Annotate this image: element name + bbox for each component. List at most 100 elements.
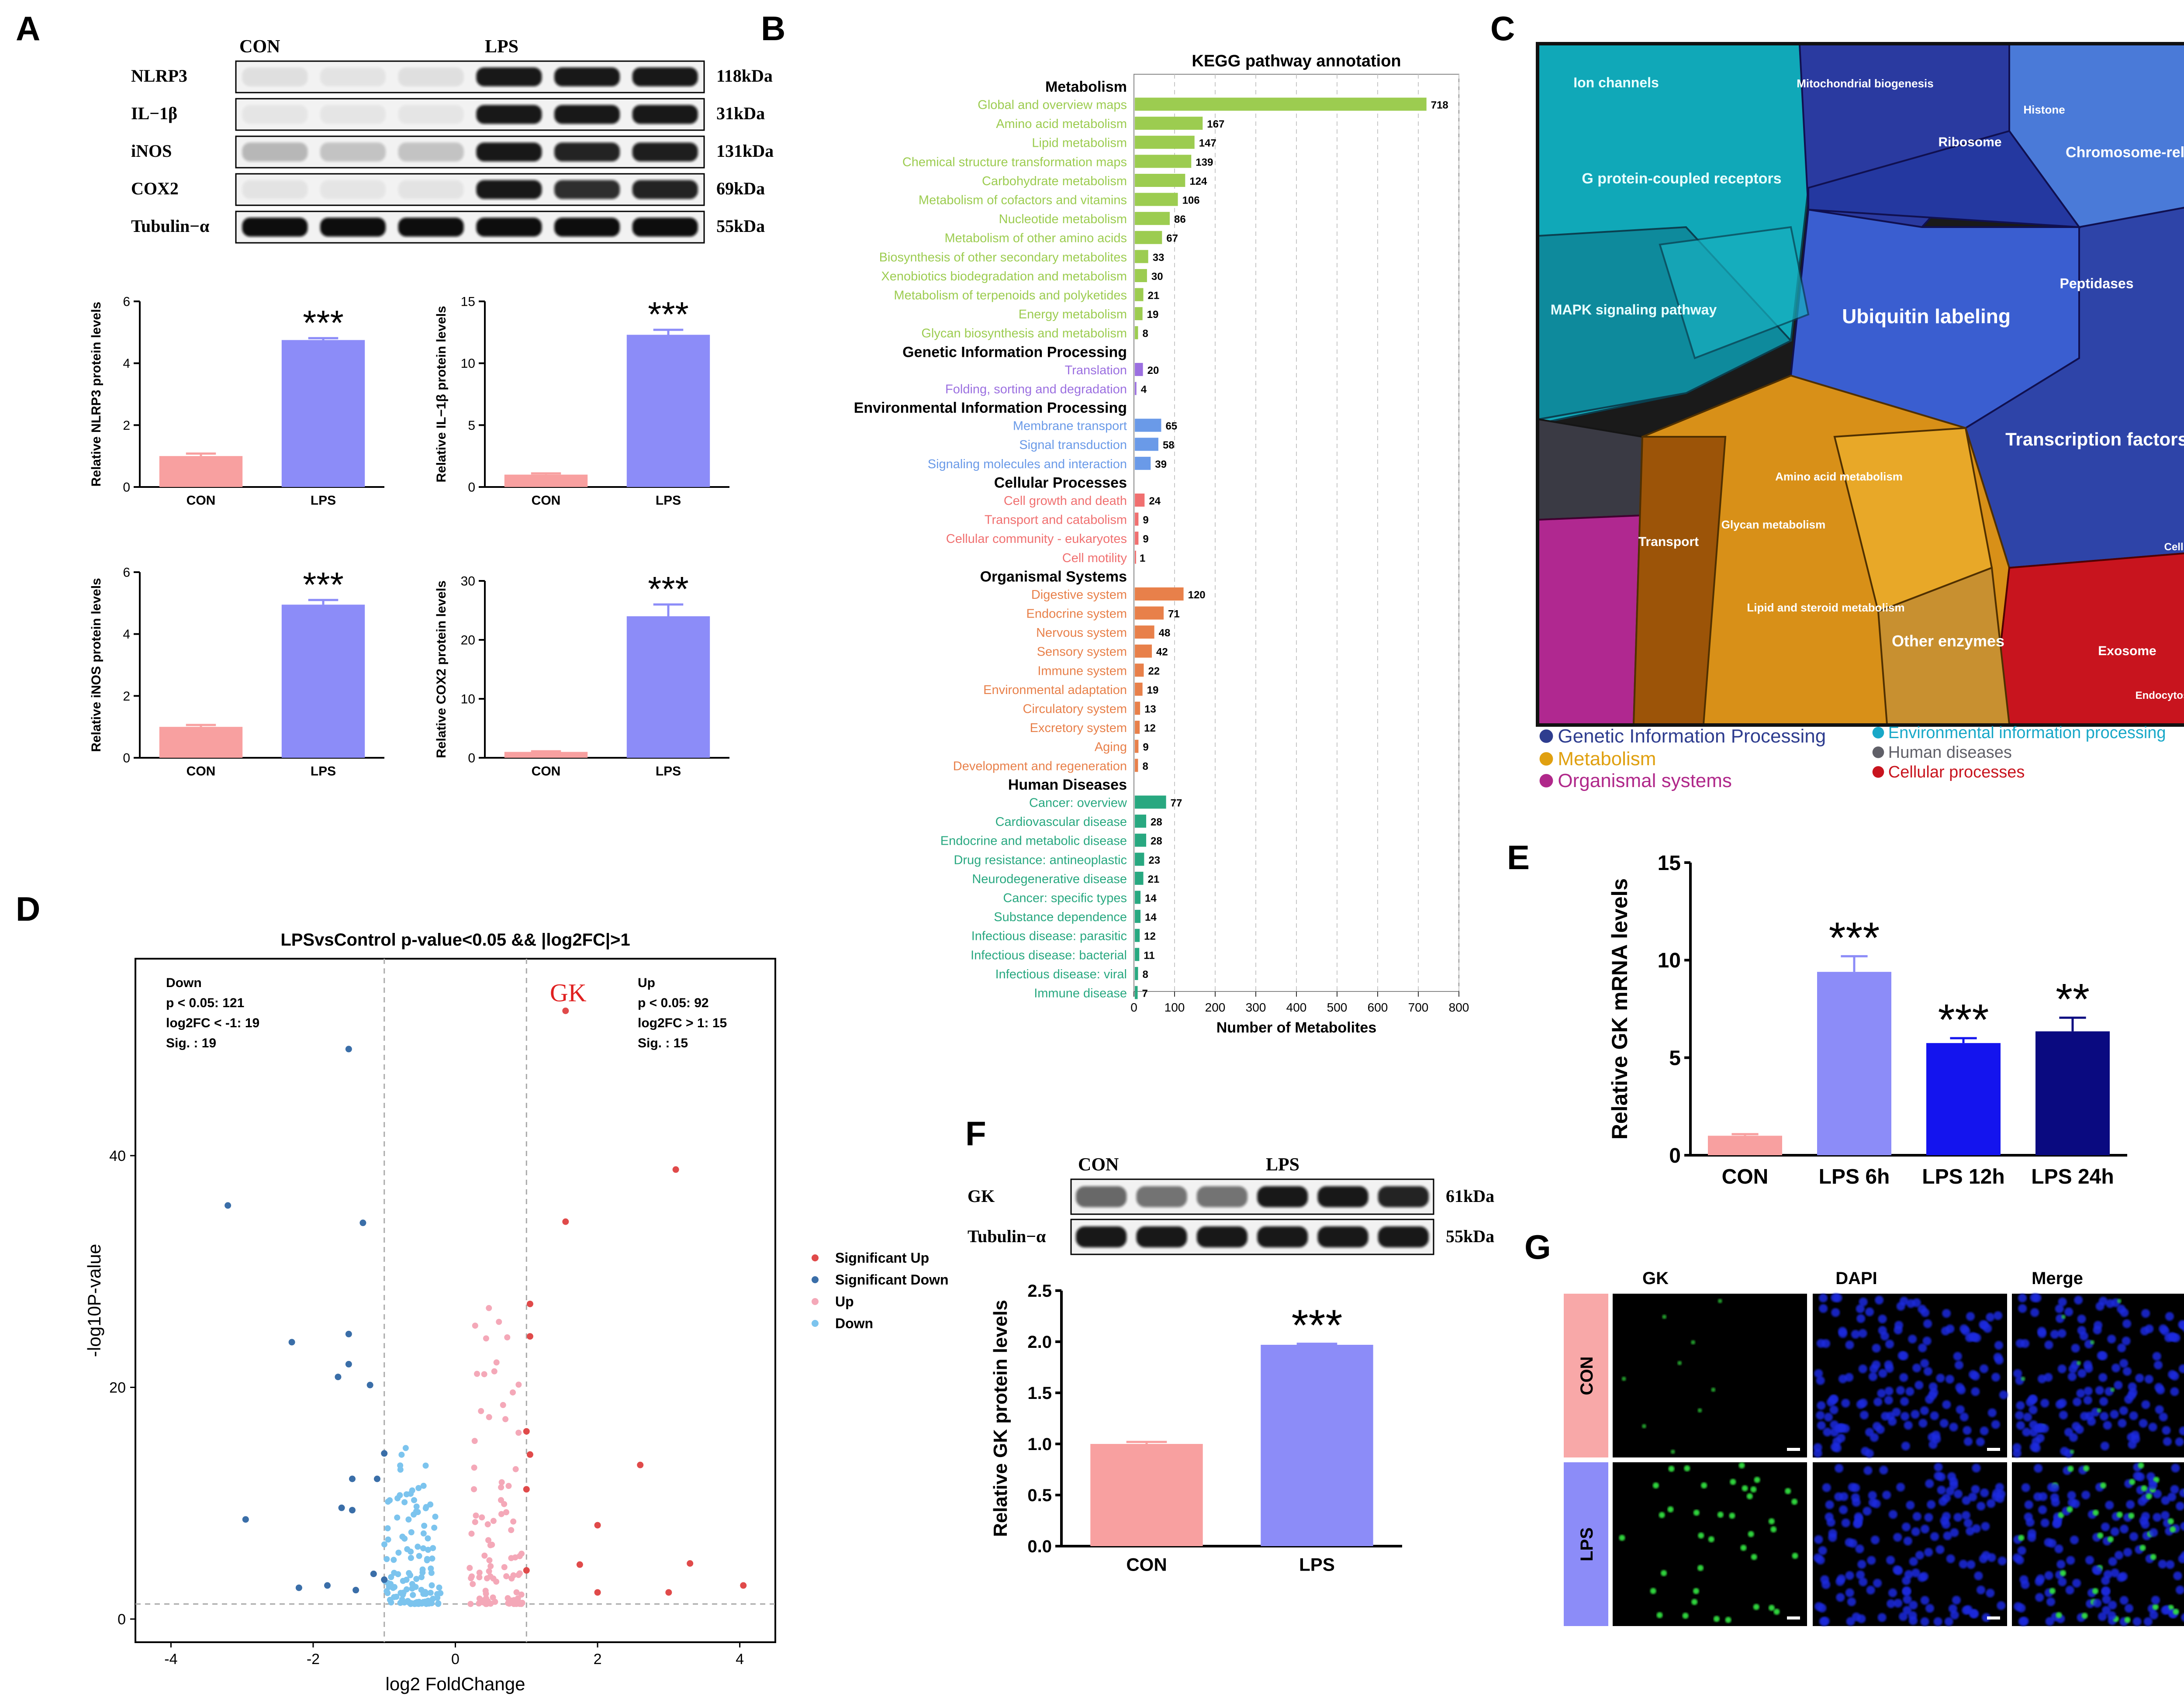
y-tick-label: 10 xyxy=(461,356,475,371)
nucleus xyxy=(1888,1510,1897,1519)
bar-value-label: 4 xyxy=(1141,383,1147,395)
bar-value-label: 167 xyxy=(1207,118,1224,130)
gk-signal xyxy=(2067,1506,2073,1513)
bar-con xyxy=(504,752,588,758)
bar-value-label: 718 xyxy=(1431,100,1448,111)
nucleus xyxy=(1911,1410,1920,1419)
nucleus xyxy=(1825,1513,1834,1522)
nucleus xyxy=(2139,1419,2148,1428)
nucleus xyxy=(2103,1570,2112,1579)
gk-signal xyxy=(1791,1499,1798,1505)
x-tick-label: 0 xyxy=(451,1651,460,1668)
nucleus xyxy=(1937,1485,1946,1495)
nucleus xyxy=(1813,1443,1822,1452)
nucleus xyxy=(1971,1485,1980,1494)
pathway-label: Neurodegenerative disease xyxy=(972,872,1127,886)
gk-signal xyxy=(2117,1298,2122,1303)
cell-label-2: MAPK signaling pathway xyxy=(1551,302,1717,318)
nucleus xyxy=(2166,1560,2175,1569)
nucleus xyxy=(2072,1422,2081,1431)
chart-a3-inos: 0 2 4 6 CON LPS *** Relative iNOS protein level… xyxy=(89,565,384,779)
point-down xyxy=(381,1541,387,1547)
nucleus xyxy=(2017,1546,2026,1555)
point-significant-down xyxy=(295,1584,302,1591)
nucleus xyxy=(1831,1308,1840,1317)
pathway-label: Development and regeneration xyxy=(953,759,1127,773)
point-significant-down xyxy=(345,1361,352,1367)
nucleus xyxy=(1830,1443,1839,1452)
down-summary-line: Sig. : 19 xyxy=(166,1036,216,1050)
blot-a-kda-label: 118kDa xyxy=(716,66,773,86)
nucleus xyxy=(1904,1570,1913,1579)
point-significant-down xyxy=(349,1507,356,1514)
nucleus xyxy=(1952,1595,1961,1605)
nucleus xyxy=(1853,1519,1862,1529)
nucleus xyxy=(2111,1364,2121,1373)
nucleus xyxy=(2067,1498,2077,1507)
nucleus xyxy=(2044,1571,2053,1580)
gk-signal xyxy=(1748,1531,1754,1537)
nucleus xyxy=(1921,1308,1930,1317)
nucleus xyxy=(2118,1572,2128,1581)
point-down xyxy=(411,1497,418,1503)
point-down xyxy=(413,1576,420,1582)
legend-dot xyxy=(812,1276,819,1283)
bar-value-label: 23 xyxy=(1148,854,1160,866)
point-down xyxy=(425,1547,431,1553)
x-tick-label: 300 xyxy=(1246,1001,1266,1014)
nucleus xyxy=(1986,1588,1995,1598)
nucleus xyxy=(2119,1406,2128,1415)
nucleus xyxy=(1868,1491,1877,1500)
point-significant-down xyxy=(338,1504,345,1511)
nucleus xyxy=(1909,1557,1918,1566)
nucleus xyxy=(1859,1399,1868,1408)
gk-signal xyxy=(1697,1408,1702,1413)
nucleus xyxy=(1845,1588,1854,1597)
cell-label-9: Transcription factors xyxy=(2005,429,2184,449)
blot-a-strip-4 xyxy=(235,211,705,244)
point-significant-up xyxy=(523,1567,530,1574)
pathway-label: Cellular community - eukaryotes xyxy=(946,532,1127,546)
gk-signal xyxy=(1650,1588,1656,1594)
y-tick-label: 2.5 xyxy=(1027,1281,1052,1301)
nucleus xyxy=(1925,1479,1934,1488)
chart-e-gk-mrna: 0 5 10 15 CON LPS 6h *** LPS 12h *** LPS 24h ** Rel… xyxy=(1607,852,2127,1188)
bar-pathway xyxy=(1135,587,1184,601)
x-tick-label: 400 xyxy=(1286,1001,1307,1014)
gk-signal xyxy=(2070,1449,2074,1454)
point-up xyxy=(481,1552,488,1559)
gk-signal xyxy=(1742,1485,1748,1492)
nucleus xyxy=(2181,1551,2184,1560)
nucleus xyxy=(1959,1560,1968,1569)
nucleus xyxy=(1831,1293,1840,1302)
nucleus xyxy=(1896,1386,1905,1395)
bar-value-label: 24 xyxy=(1149,495,1161,507)
nucleus xyxy=(2149,1610,2158,1620)
y-tick-label: 0 xyxy=(468,751,475,766)
gk-signal xyxy=(1667,1506,1674,1513)
point-down xyxy=(425,1535,431,1542)
pathway-label: Digestive system xyxy=(1031,588,1127,602)
nucleus xyxy=(2083,1395,2092,1405)
nucleus xyxy=(1878,1326,1887,1335)
gk-signal xyxy=(1698,1532,1704,1539)
nucleus xyxy=(1906,1299,1915,1308)
nucleus xyxy=(1878,1369,1887,1378)
nucleus xyxy=(2110,1568,2119,1578)
blot-f-band xyxy=(1257,1226,1308,1247)
cell-label-1: G protein-coupled receptors xyxy=(1582,170,1781,187)
nucleus xyxy=(2058,1577,2067,1586)
cell-label-4: Ribosome xyxy=(1938,135,2001,149)
nucleus xyxy=(2037,1423,2046,1433)
point-up xyxy=(474,1371,480,1377)
significance-mark: *** xyxy=(648,295,688,334)
bar-value-label: 120 xyxy=(1188,589,1206,601)
pathway-label: Sensory system xyxy=(1037,645,1127,659)
pathway-label: Substance dependence xyxy=(994,910,1127,924)
pathway-label: Aging xyxy=(1095,740,1127,754)
down-summary-line: p < 0.05: 121 xyxy=(166,996,244,1010)
point-up xyxy=(502,1416,509,1423)
nucleus xyxy=(1855,1544,1864,1554)
if-image-gk-lps xyxy=(1613,1462,1807,1626)
nucleus xyxy=(1991,1420,2000,1429)
